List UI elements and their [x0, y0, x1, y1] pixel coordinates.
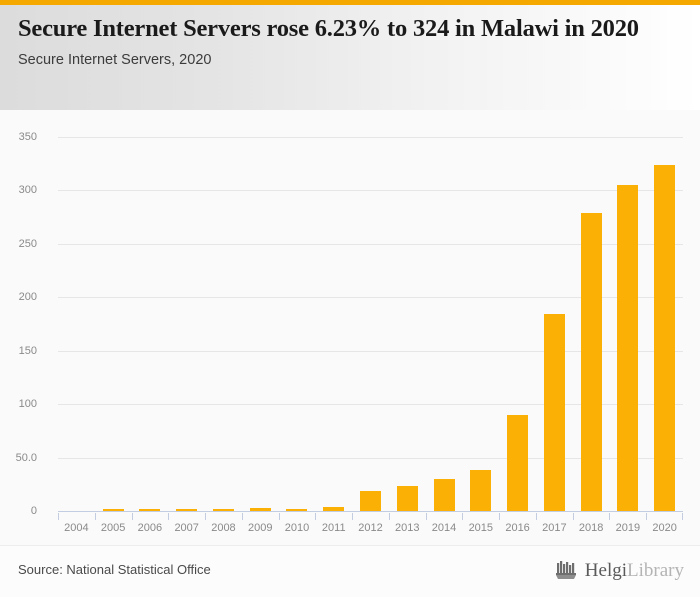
x-axis-tick-label: 2018 [572, 513, 610, 539]
logo-text-primary: Helgi [584, 559, 628, 581]
bar[interactable] [433, 478, 455, 511]
bar[interactable] [507, 414, 529, 511]
x-axis-tick-label: 2006 [131, 513, 169, 539]
bar-slot [279, 137, 316, 511]
bar-slot [352, 137, 389, 511]
y-axis-tick-label: 350 [18, 131, 37, 143]
source-note: Source: National Statistical Office [18, 562, 211, 577]
bar-slot [95, 137, 132, 511]
y-axis-tick-label: 150 [18, 344, 37, 357]
x-axis-tick-label: 2014 [425, 513, 463, 539]
bar[interactable] [470, 470, 492, 511]
bar-slot [536, 137, 573, 511]
x-axis-tick-label: 2019 [609, 513, 646, 539]
y-axis-tick-label: 300 [18, 184, 37, 197]
x-axis-labels: 2004 2005 2006 2007 2008 2009 2010 2011 2012 2013… [58, 513, 683, 539]
bar-slot [315, 137, 352, 511]
x-axis-tick-label: 2017 [535, 513, 573, 539]
bar[interactable] [360, 490, 381, 511]
x-axis-tick-label: 2020 [646, 513, 683, 539]
gridline [58, 190, 683, 192]
chart-area: 0 50.0 100 150 200 250 300 350 2004 2005 2006 2007… [0, 110, 700, 545]
x-axis-tick-label: 2015 [462, 513, 499, 539]
library-book-icon [555, 561, 576, 579]
chart-footer: Source: National Statistical Office Helg… [0, 545, 700, 597]
page-title: Secure Internet Servers rose 6.23% to 32… [18, 15, 639, 42]
y-axis-tick-label: 50.0 [15, 451, 37, 464]
bar-slot [168, 137, 205, 511]
helgi-library-logo[interactable]: HelgiLibrary [555, 560, 684, 580]
gridline [58, 404, 683, 406]
logo-wordmark: HelgiLibrary [585, 561, 684, 580]
x-axis-tick-label: 2010 [278, 513, 316, 539]
y-axis-tick-label: 250 [18, 237, 37, 250]
x-axis-tick-label: 2007 [168, 513, 205, 539]
x-axis-tick-label: 2013 [388, 513, 426, 539]
bar-slot [242, 137, 279, 511]
bar-slot [426, 137, 463, 511]
bar-series [58, 137, 683, 511]
x-axis-tick-label: 2009 [241, 513, 279, 539]
y-axis-tick-label: 0 [30, 505, 37, 517]
bar[interactable] [102, 509, 124, 511]
gridline [58, 243, 683, 245]
bar-slot [573, 137, 610, 511]
bar-slot [462, 137, 499, 511]
chart-header: Secure Internet Servers rose 6.23% to 32… [0, 5, 700, 110]
x-axis-line [58, 511, 683, 512]
bar-slot [609, 137, 646, 511]
gridline [58, 137, 683, 138]
bar[interactable] [617, 185, 639, 511]
bar[interactable] [212, 509, 234, 511]
bar[interactable] [139, 509, 161, 511]
bar[interactable] [286, 508, 308, 511]
bar[interactable] [654, 164, 676, 511]
gridline [58, 350, 683, 352]
x-axis-tick-label: 2012 [352, 513, 389, 539]
bar[interactable] [396, 486, 418, 511]
logo-text-secondary: Library [627, 559, 684, 581]
bar[interactable] [323, 506, 345, 511]
bar[interactable] [543, 314, 565, 511]
bar[interactable] [176, 509, 198, 511]
y-axis-tick-label: 200 [18, 291, 37, 304]
top-accent-bar [0, 0, 700, 5]
gridline [58, 457, 683, 459]
bar-slot [58, 137, 95, 511]
y-axis-tick-label: 100 [18, 398, 37, 411]
plot-region: 0 50.0 100 150 200 250 300 350 2004 2005 2006 2007… [16, 131, 683, 534]
x-axis-tick-label: 2005 [94, 513, 132, 539]
bar-slot [646, 137, 683, 511]
x-axis-tick-label: 2016 [499, 513, 536, 539]
x-axis-tick-label: 2008 [205, 513, 242, 539]
bar-slot [499, 137, 536, 511]
bar-slot [132, 137, 169, 511]
bar[interactable] [249, 507, 271, 511]
bar[interactable] [580, 212, 602, 511]
x-axis-tick-label: 2004 [58, 513, 95, 539]
bar-slot [205, 137, 242, 511]
bar-slot [389, 137, 426, 511]
page-subtitle: Secure Internet Servers, 2020 [18, 52, 212, 68]
gridline [58, 297, 683, 299]
x-axis-tick-label: 2011 [315, 513, 352, 539]
